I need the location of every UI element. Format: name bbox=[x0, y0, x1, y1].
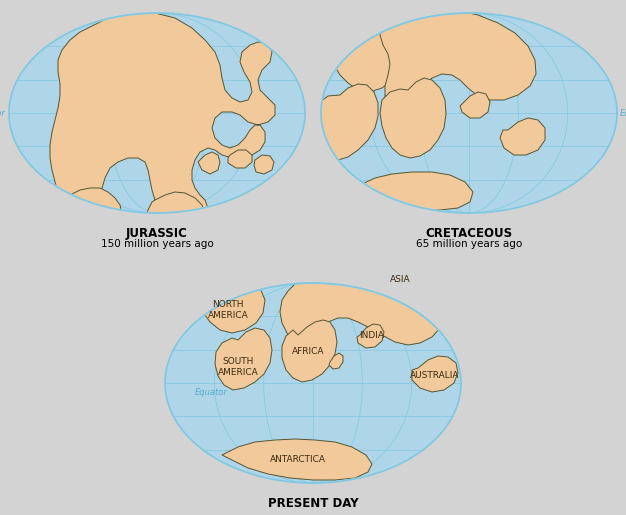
Polygon shape bbox=[228, 150, 252, 168]
Text: AUSTRALIA: AUSTRALIA bbox=[410, 370, 459, 380]
Polygon shape bbox=[145, 192, 205, 270]
Polygon shape bbox=[222, 439, 372, 480]
Polygon shape bbox=[200, 278, 265, 333]
Text: SOUTH
AMERICA: SOUTH AMERICA bbox=[218, 357, 259, 376]
Polygon shape bbox=[282, 320, 337, 382]
Polygon shape bbox=[215, 328, 272, 390]
Polygon shape bbox=[280, 265, 443, 345]
Polygon shape bbox=[360, 172, 473, 210]
Polygon shape bbox=[460, 92, 490, 118]
Polygon shape bbox=[58, 188, 122, 265]
Polygon shape bbox=[228, 270, 256, 289]
Polygon shape bbox=[254, 155, 274, 174]
Polygon shape bbox=[198, 152, 220, 174]
Text: Equator: Equator bbox=[620, 109, 626, 117]
Polygon shape bbox=[326, 18, 403, 92]
Polygon shape bbox=[355, 15, 382, 33]
Text: AFRICA: AFRICA bbox=[292, 348, 324, 356]
Polygon shape bbox=[316, 84, 378, 160]
Polygon shape bbox=[329, 353, 343, 369]
Text: 150 million years ago: 150 million years ago bbox=[101, 239, 213, 249]
Polygon shape bbox=[380, 8, 536, 113]
Text: INDIA: INDIA bbox=[359, 332, 384, 340]
Text: NORTH
AMERICA: NORTH AMERICA bbox=[208, 300, 249, 320]
Text: 65 million years ago: 65 million years ago bbox=[416, 239, 522, 249]
Polygon shape bbox=[321, 13, 617, 213]
Polygon shape bbox=[412, 356, 458, 392]
Text: JURASSIC: JURASSIC bbox=[126, 227, 188, 240]
Text: PRESENT DAY: PRESENT DAY bbox=[268, 497, 358, 510]
Polygon shape bbox=[380, 78, 446, 158]
Polygon shape bbox=[165, 283, 461, 483]
Text: ANTARCTICA: ANTARCTICA bbox=[270, 455, 326, 465]
Text: CRETACEOUS: CRETACEOUS bbox=[426, 227, 513, 240]
Polygon shape bbox=[9, 13, 305, 213]
Text: Equator: Equator bbox=[195, 388, 228, 397]
Text: ASIA: ASIA bbox=[390, 276, 410, 284]
Polygon shape bbox=[50, 13, 275, 242]
Polygon shape bbox=[500, 118, 545, 155]
Polygon shape bbox=[357, 324, 384, 348]
Text: Equator: Equator bbox=[0, 109, 6, 117]
